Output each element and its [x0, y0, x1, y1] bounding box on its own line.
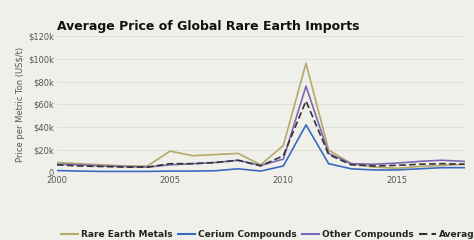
Y-axis label: Price per Metric Ton (US$/t): Price per Metric Ton (US$/t): [16, 47, 25, 162]
Text: Average Price of Global Rare Earth Imports: Average Price of Global Rare Earth Impor…: [57, 20, 359, 33]
Legend: Rare Earth Metals, Cerium Compounds, Other Compounds, Average: Rare Earth Metals, Cerium Compounds, Oth…: [62, 230, 474, 240]
